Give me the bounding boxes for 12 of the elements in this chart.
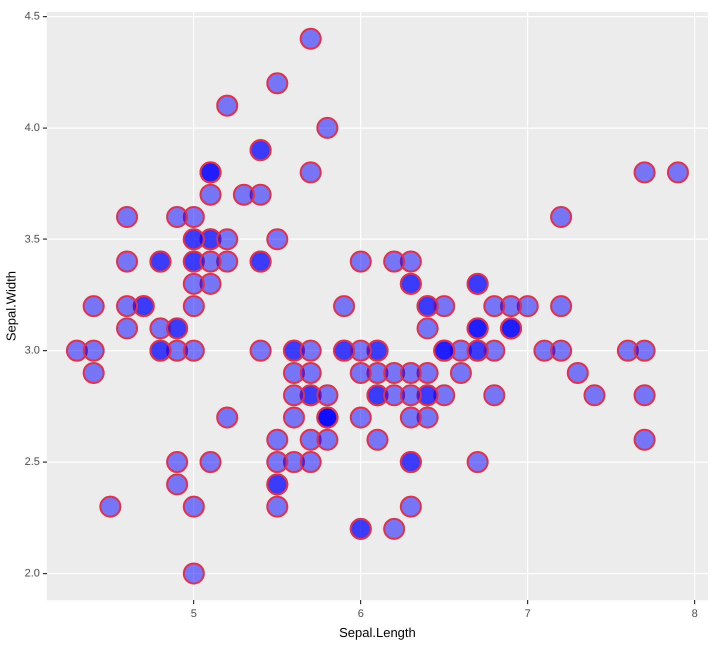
y-tick-label: 2.5 [24,456,40,468]
x-tick-label: 7 [524,608,531,620]
x-tick-label: 6 [358,608,364,620]
x-axis-title: Sepal.Length [339,624,416,640]
y-tick-label: 4.0 [24,122,40,134]
y-tick-label: 4.5 [24,10,40,22]
y-axis-title: Sepal.Width [3,271,18,342]
y-tick-label: 2.0 [24,567,40,580]
x-tick-label: 8 [692,608,698,620]
y-tick-label: 3.0 [24,344,40,357]
x-tick-label: 5 [190,608,197,620]
y-tick-label: 3.5 [24,233,40,246]
